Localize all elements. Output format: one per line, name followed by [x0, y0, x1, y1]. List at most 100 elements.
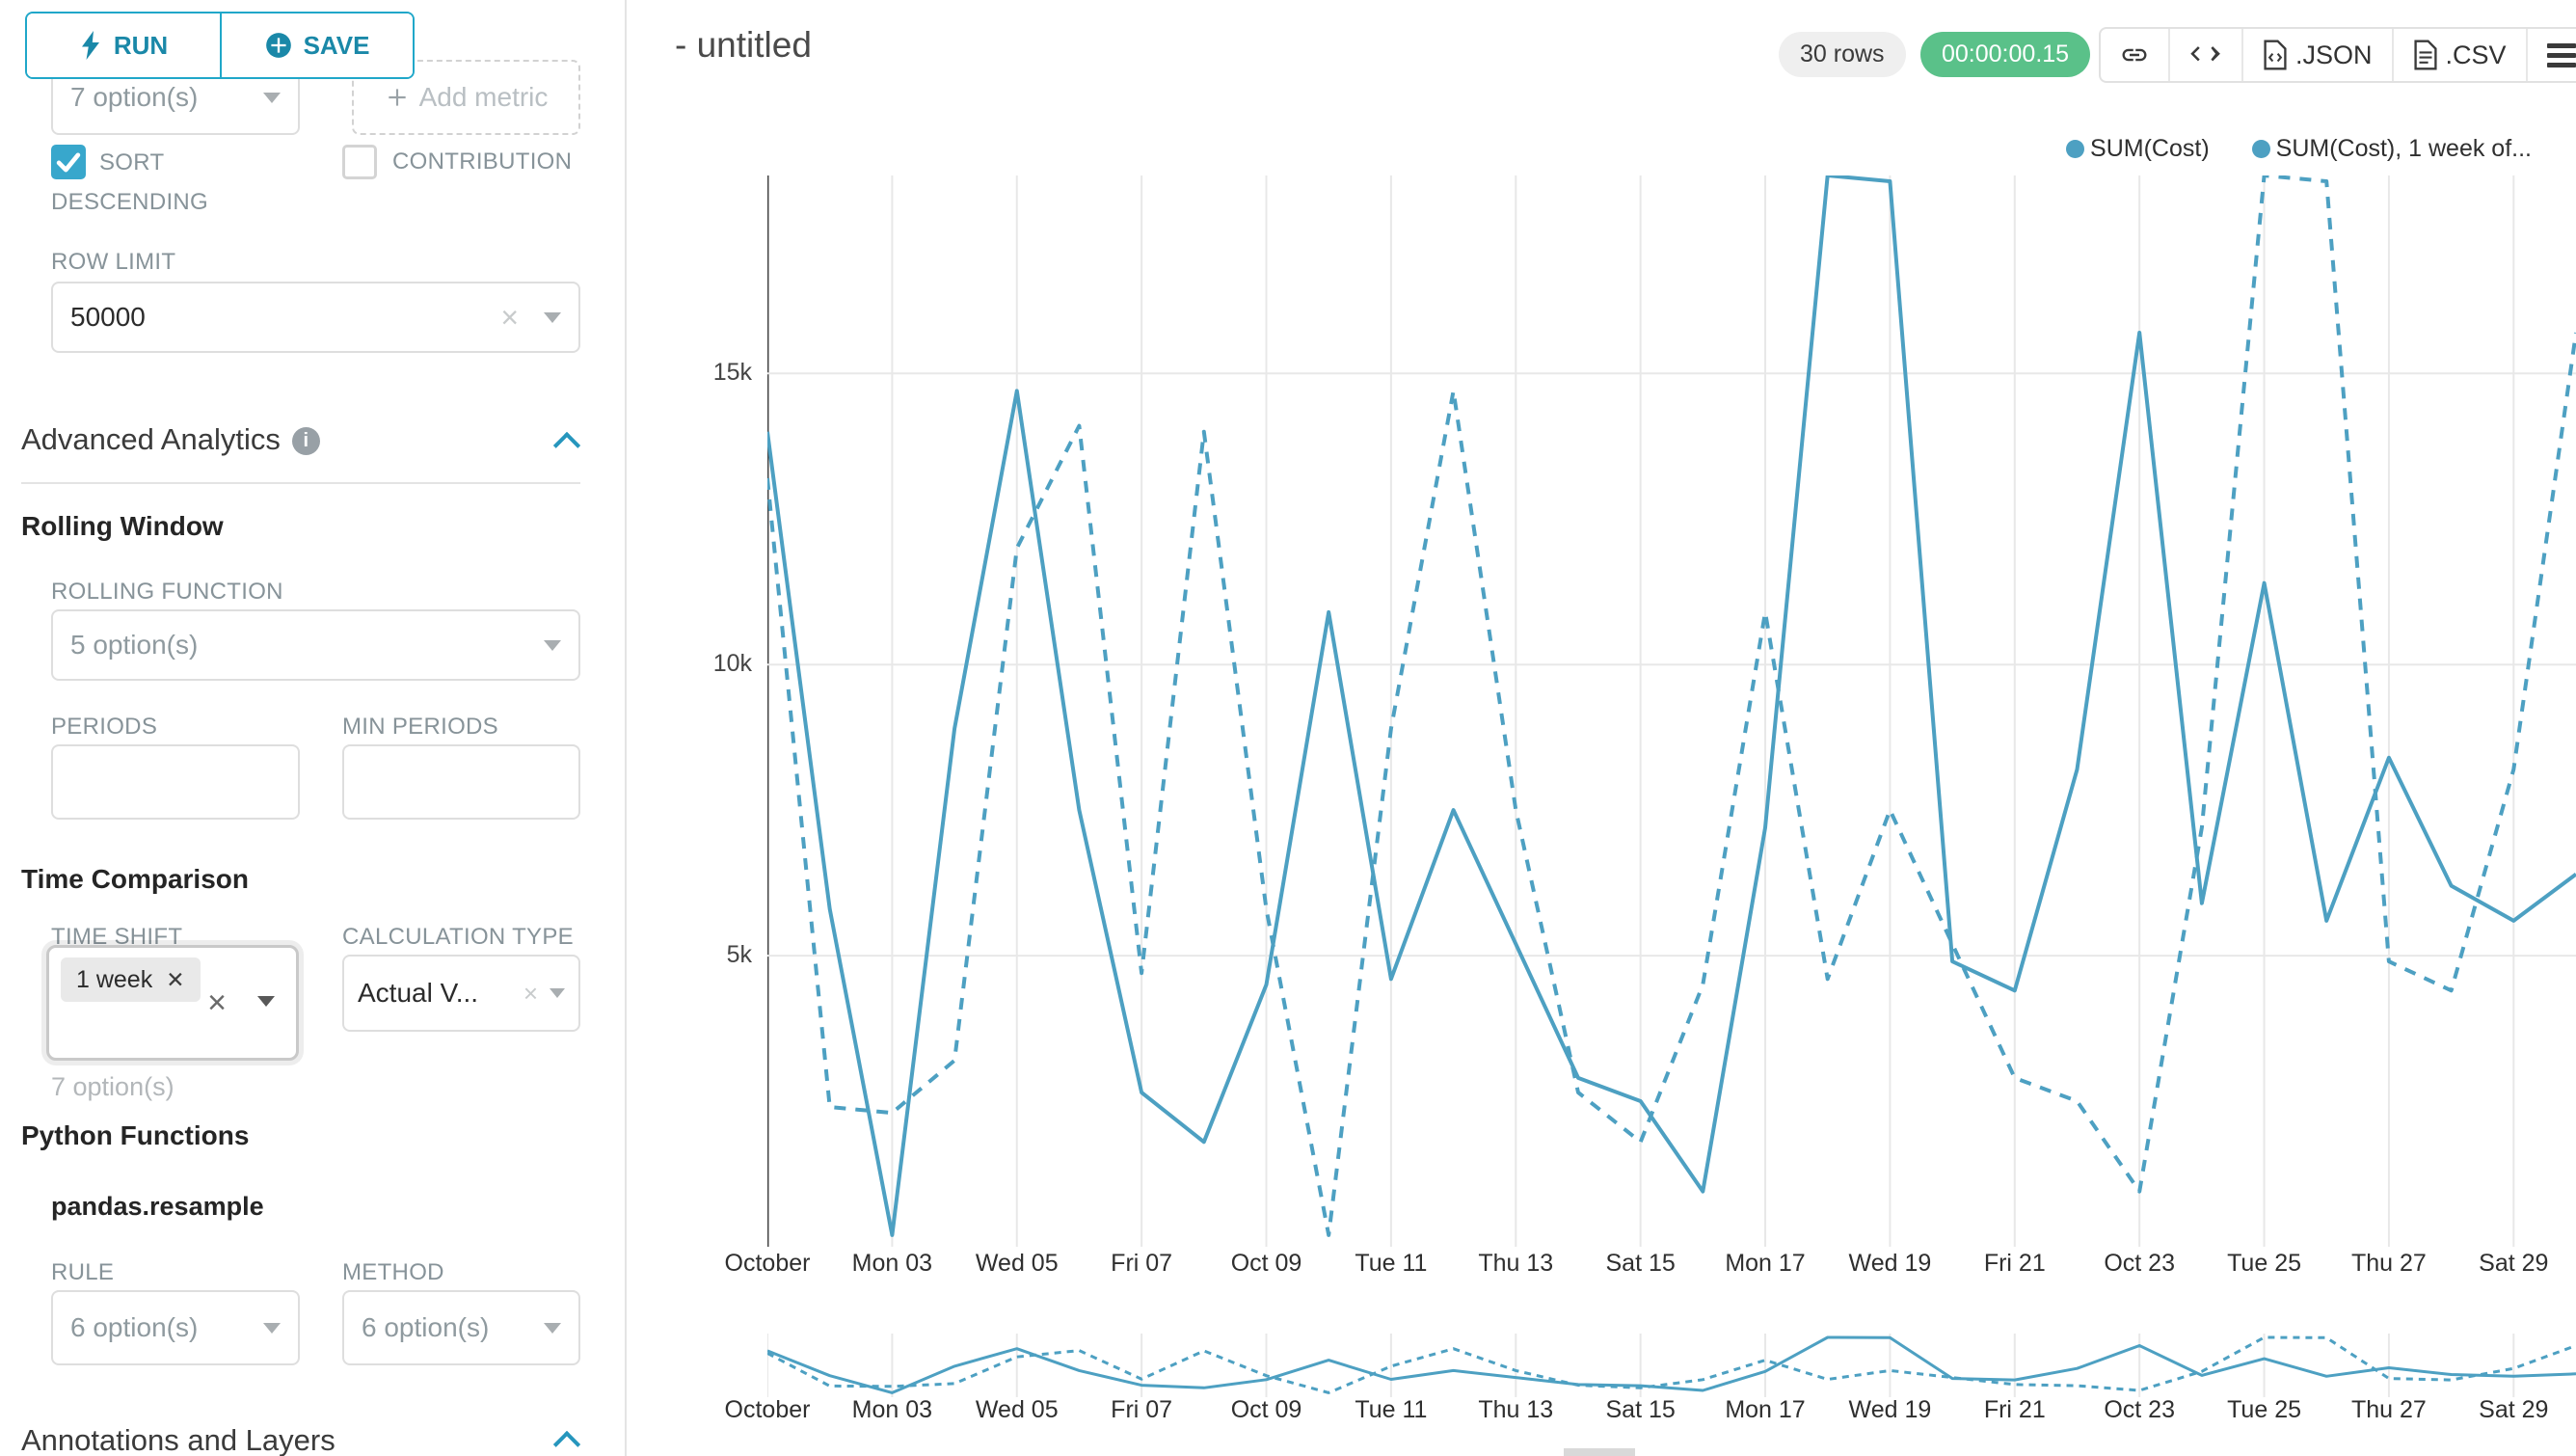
- groupby-placeholder: 7 option(s): [70, 82, 199, 112]
- run-button[interactable]: RUN: [27, 13, 220, 77]
- collapse-chevron-icon[interactable]: [552, 431, 581, 460]
- time-shift-select[interactable]: 1 week ✕ ×: [46, 945, 299, 1061]
- clear-icon[interactable]: ×: [500, 300, 519, 335]
- pandas-resample-label: pandas.resample: [51, 1192, 264, 1221]
- export-toolbar: .JSON .CSV: [2099, 27, 2576, 83]
- export-toolbar-wrap: .JSON .CSV: [2099, 27, 2576, 83]
- x-tick-label: Fri 07: [1111, 1250, 1173, 1277]
- x-tick-label: Tue 11: [1355, 1250, 1428, 1277]
- json-label: .JSON: [2295, 40, 2373, 69]
- save-button[interactable]: SAVE: [220, 13, 413, 77]
- annotations-header[interactable]: Annotations and Layers: [21, 1423, 335, 1456]
- view-query-button[interactable]: [2168, 29, 2241, 81]
- series-line-solid: [767, 1335, 2576, 1394]
- chart-title[interactable]: - untitled: [675, 25, 812, 65]
- method-select[interactable]: 6 option(s): [342, 1290, 580, 1365]
- y-tick-label: 10k: [712, 650, 752, 678]
- x-tick-label: Tue 25: [2227, 1250, 2301, 1277]
- chevron-down-icon: [544, 1322, 561, 1334]
- chevron-down-icon: [544, 311, 561, 323]
- export-csv-button[interactable]: .CSV: [2391, 29, 2526, 81]
- min-periods-field-wrap: [342, 744, 580, 820]
- periods-input[interactable]: [51, 744, 300, 820]
- copy-link-button[interactable]: [2101, 29, 2168, 81]
- python-functions-title: Python Functions: [21, 1120, 250, 1150]
- x-tick-label: Fri 07: [1111, 1396, 1173, 1423]
- x-tick-label: Fri 21: [1983, 1396, 2046, 1423]
- method-placeholder: 6 option(s): [362, 1312, 490, 1342]
- time-shift-tag[interactable]: 1 week ✕: [61, 957, 201, 1002]
- gridlines: [767, 1334, 2515, 1397]
- x-tick-label: Oct 23: [2104, 1250, 2175, 1277]
- periods-field-wrap: [51, 744, 300, 820]
- contribution-checkbox[interactable]: [342, 145, 377, 179]
- x-tick-label: Thu 13: [1478, 1396, 1554, 1423]
- drag-handle[interactable]: [1564, 1448, 1635, 1456]
- run-label: RUN: [113, 30, 169, 60]
- rule-select[interactable]: 6 option(s): [51, 1290, 300, 1365]
- x-tick-label: October: [724, 1250, 811, 1277]
- x-tick-label: Sat 15: [1605, 1250, 1676, 1277]
- method-label: METHOD: [342, 1259, 444, 1285]
- sort-descending-label: SORT DESCENDING: [51, 149, 209, 215]
- y-tick-label: 5k: [726, 941, 752, 969]
- collapse-chevron-icon[interactable]: [552, 1430, 581, 1456]
- x-tick-label: Mon 03: [851, 1396, 933, 1423]
- row-limit-value: 50000: [70, 302, 146, 332]
- clear-icon[interactable]: ×: [207, 984, 227, 1021]
- timer-badge: 00:00:00.15: [1920, 32, 2091, 77]
- x-tick-label: Fri 21: [1983, 1250, 2046, 1277]
- series-line-dashed: [767, 175, 2576, 1237]
- rolling-function-select[interactable]: 5 option(s): [51, 609, 580, 681]
- min-periods-input[interactable]: [342, 744, 580, 820]
- chart-menu-button[interactable]: [2525, 29, 2576, 81]
- sort-descending-control: SORT DESCENDING: [51, 145, 292, 224]
- clear-icon[interactable]: ×: [523, 979, 538, 1008]
- main-chart[interactable]: [767, 175, 2576, 1247]
- periods-label: PERIODS: [51, 714, 158, 740]
- file-code-icon: [2264, 40, 2287, 70]
- export-json-button[interactable]: .JSON: [2241, 29, 2392, 81]
- series-line-dashed: [767, 1335, 2576, 1394]
- rolling-function-label: ROLLING FUNCTION: [51, 579, 283, 605]
- x-tick-label: Mon 17: [1725, 1250, 1806, 1277]
- remove-tag-icon[interactable]: ✕: [166, 966, 185, 992]
- x-tick-label: Oct 09: [1230, 1396, 1302, 1423]
- chevron-down-icon: [550, 988, 565, 998]
- add-metric-button[interactable]: Add metric: [352, 60, 580, 135]
- row-limit-label: ROW LIMIT: [51, 249, 176, 275]
- x-tick-label: Oct 09: [1230, 1250, 1302, 1277]
- save-label: SAVE: [303, 30, 370, 60]
- chevron-down-icon: [263, 1322, 281, 1334]
- calculation-type-select[interactable]: Actual V... ×: [342, 955, 580, 1032]
- legend-dot: [2066, 140, 2085, 158]
- row-limit-select[interactable]: 50000 ×: [51, 282, 580, 353]
- legend-item-sum-cost[interactable]: SUM(Cost): [2066, 135, 2210, 163]
- x-tick-label: Thu 13: [1478, 1250, 1554, 1277]
- x-tick-label: Sat 29: [2479, 1250, 2549, 1277]
- chevron-down-icon: [257, 996, 275, 1007]
- rule-label: RULE: [51, 1259, 115, 1285]
- time-shift-helper: 7 option(s): [51, 1072, 174, 1101]
- mini-chart-zoom-strip[interactable]: [767, 1334, 2576, 1397]
- calculation-type-value: Actual V...: [358, 978, 479, 1008]
- legend-label: SUM(Cost): [2090, 135, 2210, 162]
- advanced-analytics-title: Advanced Analytics: [21, 422, 281, 456]
- x-tick-label: Thu 27: [2351, 1396, 2427, 1423]
- link-icon: [2122, 48, 2147, 62]
- series-line-solid: [767, 175, 2576, 1237]
- run-save-group: RUN SAVE: [25, 12, 415, 79]
- sort-descending-checkbox[interactable]: [51, 145, 86, 179]
- x-tick-label: Mon 17: [1725, 1396, 1806, 1423]
- control-panel: 7 option(s) Add metric RUN SAVE SORT DES: [0, 0, 627, 1456]
- time-comparison-title: Time Comparison: [21, 864, 249, 894]
- x-tick-label: Sat 15: [1605, 1396, 1676, 1423]
- legend-item-sum-cost-offset[interactable]: SUM(Cost), 1 week of...: [2251, 135, 2532, 163]
- add-metric-label: Add metric: [418, 82, 549, 112]
- advanced-analytics-header[interactable]: Advanced Analytics i: [21, 422, 320, 457]
- x-tick-label: Thu 27: [2351, 1250, 2427, 1277]
- time-shift-tag-label: 1 week: [76, 965, 153, 993]
- x-tick-label: Wed 05: [975, 1396, 1059, 1423]
- bolt-icon: [81, 31, 99, 60]
